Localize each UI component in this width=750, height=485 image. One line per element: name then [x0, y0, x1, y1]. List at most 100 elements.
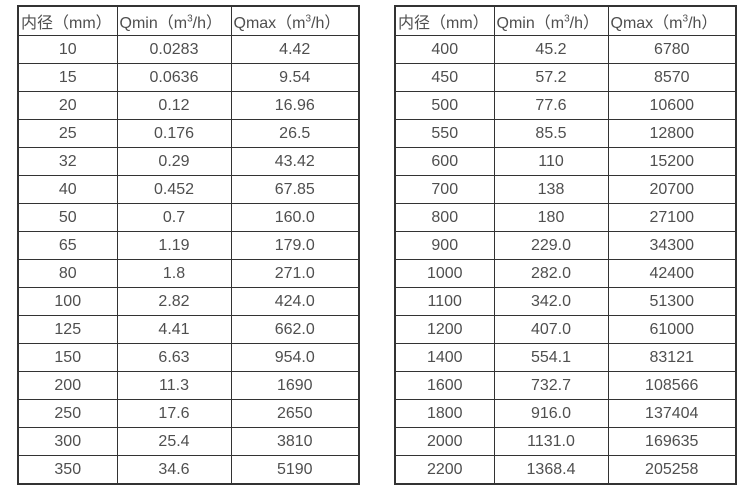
cell-qmax: 83121 — [607, 343, 737, 372]
header-qmin-superscript: 3 — [564, 13, 570, 25]
table-row: 2000 1131.0 169635 — [394, 427, 737, 456]
cell-qmin: 77.6 — [493, 91, 609, 120]
cell-qmax: 424.0 — [230, 287, 360, 316]
table-row: 600 110 15200 — [394, 147, 737, 176]
table-row: 900 229.0 34300 — [394, 231, 737, 260]
table-row: 50 0.7 160.0 — [17, 203, 360, 232]
cell-qmin: 0.29 — [116, 147, 232, 176]
cell-diameter: 2000 — [394, 427, 495, 456]
cell-diameter: 600 — [394, 147, 495, 176]
table-row: 2200 1368.4 205258 — [394, 455, 737, 485]
cell-qmin: 17.6 — [116, 399, 232, 428]
cell-diameter: 2200 — [394, 455, 495, 485]
cell-qmax: 8570 — [607, 63, 737, 92]
table-row: 700 138 20700 — [394, 175, 737, 204]
cell-qmin: 342.0 — [493, 287, 609, 316]
cell-diameter: 700 — [394, 175, 495, 204]
cell-diameter: 900 — [394, 231, 495, 260]
table-row: 1400 554.1 83121 — [394, 343, 737, 372]
table-row: 400 45.2 6780 — [394, 35, 737, 64]
header-qmin-text: Qmin（m — [119, 15, 188, 32]
cell-diameter: 1100 — [394, 287, 495, 316]
cell-diameter: 1400 — [394, 343, 495, 372]
cell-qmax: 43.42 — [230, 147, 360, 176]
cell-qmax: 160.0 — [230, 203, 360, 232]
cell-qmax: 179.0 — [230, 231, 360, 260]
table-row: 65 1.19 179.0 — [17, 231, 360, 260]
cell-qmin: 1368.4 — [493, 455, 609, 485]
cell-qmin: 282.0 — [493, 259, 609, 288]
cell-diameter: 32 — [17, 147, 118, 176]
flow-spec-table-small: 内径（mm） Qmin（m3/h） Qmax（m3/h） 10 0.0283 4.4… — [17, 5, 360, 485]
cell-qmax: 10600 — [607, 91, 737, 120]
header-qmax-superscript: 3 — [682, 13, 689, 25]
cell-qmax: 662.0 — [230, 315, 360, 344]
cell-diameter: 350 — [17, 455, 118, 485]
header-qmin-unit-close: /h） — [569, 15, 599, 32]
cell-diameter: 250 — [17, 399, 118, 428]
table-row: 800 180 27100 — [394, 203, 737, 232]
table-row: 32 0.29 43.42 — [17, 147, 360, 176]
header-qmax: Qmax（m3/h） — [607, 5, 737, 36]
header-diameter: 内径（mm） — [394, 5, 495, 36]
header-qmax-superscript: 3 — [305, 13, 312, 25]
cell-qmin: 0.176 — [116, 119, 232, 148]
cell-qmax: 20700 — [607, 175, 737, 204]
cell-qmin: 138 — [493, 175, 609, 204]
cell-diameter: 450 — [394, 63, 495, 92]
table-row: 1800 916.0 137404 — [394, 399, 737, 428]
header-qmin-superscript: 3 — [187, 13, 193, 25]
cell-diameter: 80 — [17, 259, 118, 288]
cell-qmin: 1.8 — [116, 259, 232, 288]
cell-qmax: 6780 — [607, 35, 737, 64]
cell-qmin: 732.7 — [493, 371, 609, 400]
cell-diameter: 800 — [394, 203, 495, 232]
flow-spec-table-large: 内径（mm） Qmin（m3/h） Qmax（m3/h） 400 45.2 6780… — [394, 5, 737, 485]
cell-qmax: 4.42 — [230, 35, 360, 64]
cell-qmin: 11.3 — [116, 371, 232, 400]
header-qmin-text: Qmin（m — [496, 15, 565, 32]
cell-qmin: 110 — [493, 147, 609, 176]
cell-qmax: 26.5 — [230, 119, 360, 148]
cell-qmin: 1131.0 — [493, 427, 609, 456]
table-row: 10 0.0283 4.42 — [17, 35, 360, 64]
cell-qmin: 4.41 — [116, 315, 232, 344]
header-diameter: 内径（mm） — [17, 5, 118, 36]
cell-diameter: 1800 — [394, 399, 495, 428]
header-qmax-text: Qmax（m — [233, 15, 306, 32]
cell-qmax: 12800 — [607, 119, 737, 148]
table-body-small: 10 0.0283 4.42 15 0.0636 9.54 20 0.12 16.96 25 0.1… — [17, 35, 360, 485]
header-qmax-text: Qmax（m — [610, 15, 683, 32]
table-row: 1100 342.0 51300 — [394, 287, 737, 316]
cell-diameter: 65 — [17, 231, 118, 260]
cell-qmin: 407.0 — [493, 315, 609, 344]
table-row: 150 6.63 954.0 — [17, 343, 360, 372]
cell-qmin: 229.0 — [493, 231, 609, 260]
cell-qmax: 15200 — [607, 147, 737, 176]
cell-diameter: 500 — [394, 91, 495, 120]
cell-qmax: 34300 — [607, 231, 737, 260]
cell-diameter: 300 — [17, 427, 118, 456]
cell-qmax: 1690 — [230, 371, 360, 400]
cell-diameter: 100 — [17, 287, 118, 316]
cell-qmax: 169635 — [607, 427, 737, 456]
cell-qmin: 57.2 — [493, 63, 609, 92]
table-row: 1200 407.0 61000 — [394, 315, 737, 344]
cell-qmin: 0.452 — [116, 175, 232, 204]
header-row: 内径（mm） Qmin（m3/h） Qmax（m3/h） — [17, 5, 360, 36]
table-row: 40 0.452 67.85 — [17, 175, 360, 204]
cell-diameter: 10 — [17, 35, 118, 64]
cell-diameter: 1600 — [394, 371, 495, 400]
table-row: 80 1.8 271.0 — [17, 259, 360, 288]
table-row: 350 34.6 5190 — [17, 455, 360, 485]
cell-qmax: 16.96 — [230, 91, 360, 120]
header-qmax-unit-close: /h） — [688, 15, 718, 32]
cell-qmin: 45.2 — [493, 35, 609, 64]
cell-qmax: 9.54 — [230, 63, 360, 92]
cell-qmin: 180 — [493, 203, 609, 232]
table-body-large: 400 45.2 6780 450 57.2 8570 500 77.6 10600 550 85.… — [394, 35, 737, 485]
cell-diameter: 15 — [17, 63, 118, 92]
cell-diameter: 20 — [17, 91, 118, 120]
table-row: 250 17.6 2650 — [17, 399, 360, 428]
table-row: 20 0.12 16.96 — [17, 91, 360, 120]
